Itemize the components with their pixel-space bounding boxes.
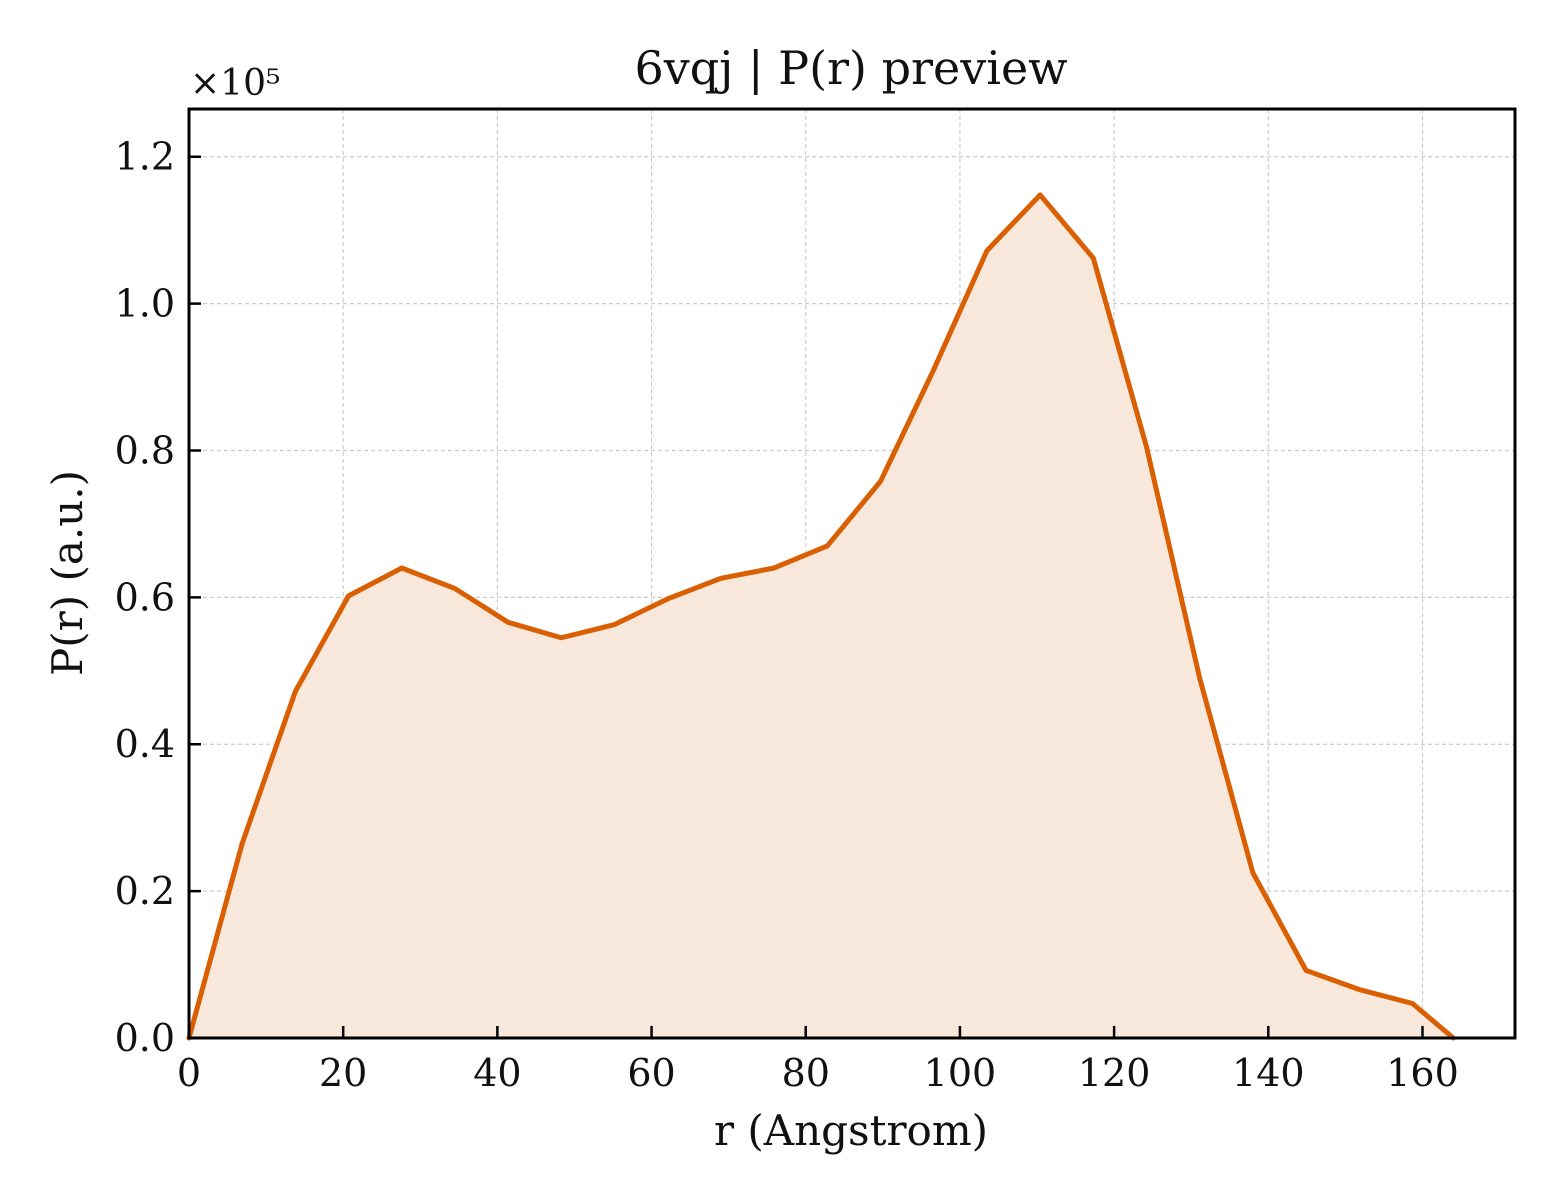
y-tick-label: 1.0 [115,282,175,326]
y-tick-label: 1.2 [115,135,175,179]
plot-frame [187,107,1517,1040]
y-tick-label: 0.8 [115,428,175,472]
x-tick-label: 20 [319,1051,367,1095]
x-tick-label: 40 [473,1051,521,1095]
x-tick-label: 80 [782,1051,830,1095]
y-axis-label: P(r) (a.u.) [43,470,92,676]
pr-area-fill [189,194,1454,1038]
x-tick-label: 140 [1232,1051,1305,1095]
x-tick-label: 100 [924,1051,997,1095]
chart-title: 6vqj | P(r) preview [634,41,1067,95]
y-tick-label: 0.2 [115,869,175,913]
tick-layer: 0 20 40 60 80 100 120 140 160 0.0 0.2 0.4 0.6 0.8 1.0 1… [115,135,1459,1095]
x-tick-label: 0 [177,1051,201,1095]
x-tick-label: 120 [1078,1051,1151,1095]
x-tick-label: 160 [1386,1051,1459,1095]
pr-curve-line [186,192,1456,1041]
data-layer [186,192,1456,1041]
x-tick-label: 60 [627,1051,675,1095]
x-axis-label: r (Angstrom) [714,1106,988,1155]
y-tick-label: 0.4 [115,722,175,766]
y-multiplier-label: ×10⁵ [190,63,280,104]
y-tick-label: 0.0 [115,1016,175,1060]
y-tick-label: 0.6 [115,575,175,619]
